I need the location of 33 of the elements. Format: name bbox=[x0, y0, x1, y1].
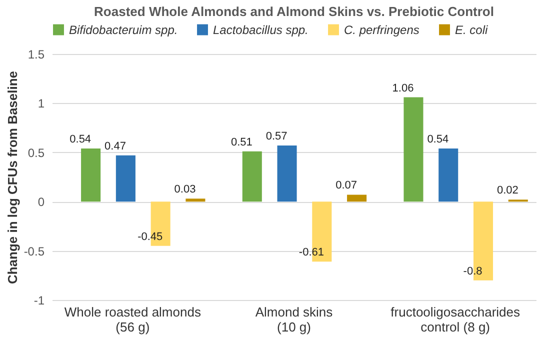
y-tick-label: 0.5 bbox=[28, 146, 45, 160]
bar bbox=[81, 148, 101, 202]
data-label: 0.51 bbox=[230, 136, 252, 148]
x-tick-label: Almond skins (10 g) bbox=[255, 304, 334, 334]
y-tick-label: 0 bbox=[38, 195, 45, 210]
data-label: 0.03 bbox=[174, 184, 196, 196]
bar bbox=[347, 194, 367, 202]
data-label: 0.57 bbox=[266, 130, 288, 143]
bar bbox=[242, 151, 262, 202]
bar bbox=[116, 155, 136, 202]
data-label: 0.54 bbox=[70, 133, 92, 146]
legend-label: E. coli bbox=[455, 22, 488, 37]
y-axis-title: Change in log CFUs from Baseline bbox=[4, 70, 20, 284]
chart-title: Roasted Whole Almonds and Almond Skins vs. Prebiotic Control bbox=[94, 4, 494, 19]
bar bbox=[404, 97, 424, 202]
y-tick-label: 1.5 bbox=[28, 48, 45, 62]
legend-label: Lactobacillus spp. bbox=[213, 22, 308, 37]
data-label: 1.06 bbox=[392, 82, 414, 94]
y-tick-label: 1 bbox=[38, 96, 45, 111]
y-tick-label: -1 bbox=[34, 294, 45, 308]
legend-label: C. perfringens bbox=[344, 22, 420, 37]
x-tick-label: fructooligosaccharides control (8 g) bbox=[390, 304, 520, 334]
data-label: 0.54 bbox=[427, 133, 449, 146]
data-label: -0.61 bbox=[298, 246, 324, 259]
data-label: 0.02 bbox=[496, 184, 518, 197]
bar bbox=[438, 148, 458, 202]
data-label: 0.47 bbox=[104, 140, 126, 152]
y-tick-label: -0.5 bbox=[24, 244, 45, 258]
legend-label: Bifidobacteruim spp. bbox=[69, 22, 178, 37]
data-label: 0.07 bbox=[336, 180, 358, 192]
bar bbox=[186, 198, 206, 202]
bar bbox=[277, 146, 297, 202]
x-tick-label: Whole roasted almonds (56 g) bbox=[64, 304, 202, 334]
